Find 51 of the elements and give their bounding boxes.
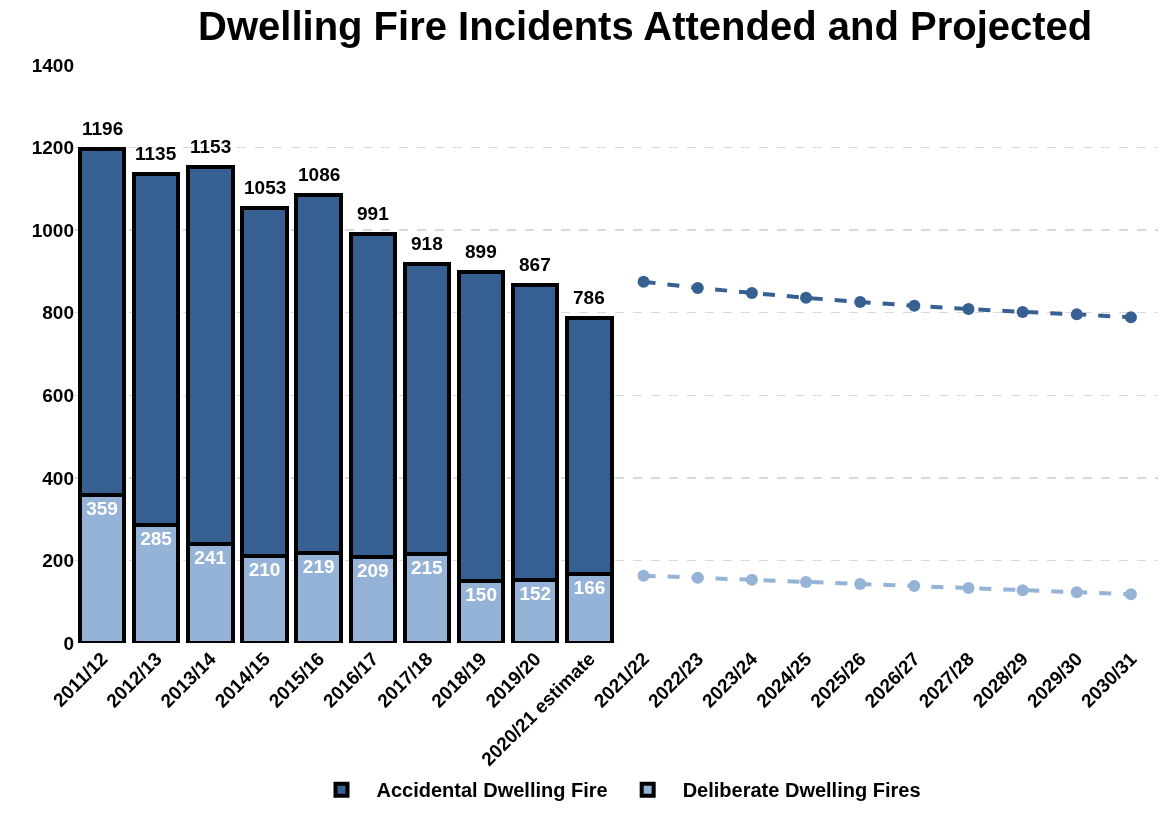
- y-tick-label: 200: [42, 550, 74, 572]
- point: [800, 575, 813, 588]
- point: [745, 573, 758, 586]
- y-tick-label: 1400: [31, 54, 74, 76]
- point: [962, 582, 975, 595]
- y-tick-label: 800: [42, 302, 74, 324]
- total-label: 991: [357, 203, 390, 224]
- total-label: 867: [519, 254, 551, 275]
- data-label: 215: [410, 557, 444, 579]
- total-label: 1153: [190, 136, 232, 157]
- data-label: 150: [465, 584, 497, 606]
- y-tick-label: 600: [42, 384, 74, 406]
- point: [637, 275, 650, 288]
- total-label: 1135: [135, 143, 177, 164]
- data-label: 209: [356, 559, 389, 581]
- point: [962, 303, 975, 315]
- point: [908, 580, 921, 593]
- point: [1016, 305, 1029, 318]
- total-label: 918: [411, 233, 443, 254]
- total-label: 786: [573, 287, 605, 308]
- point: [1124, 588, 1137, 601]
- y-tick-label: 1000: [31, 219, 74, 241]
- point: [854, 295, 867, 308]
- legend-label: Accidental Dwelling Fire: [376, 779, 608, 802]
- data-label: 241: [194, 546, 227, 568]
- data-label: 219: [302, 555, 335, 577]
- point: [637, 569, 650, 582]
- point: [1124, 311, 1137, 324]
- point: [1016, 584, 1029, 597]
- y-tick-label: 1200: [31, 137, 74, 159]
- data-label: 285: [140, 528, 173, 550]
- y-tick-label: 0: [63, 632, 74, 654]
- point: [800, 291, 813, 304]
- total-label: 1196: [82, 118, 124, 139]
- legend-label: Deliberate Dwelling Fires: [682, 779, 921, 802]
- total-label: 1053: [244, 177, 287, 198]
- data-label: 210: [248, 559, 281, 581]
- point: [908, 299, 921, 312]
- point: [854, 577, 867, 590]
- y-tick-label: 400: [42, 467, 74, 489]
- point: [745, 286, 758, 299]
- data-label: 152: [519, 583, 552, 605]
- total-label: 1086: [298, 164, 341, 185]
- data-label: 359: [86, 497, 118, 519]
- data-label: 166: [573, 577, 606, 599]
- point: [691, 281, 704, 294]
- point: [691, 571, 704, 584]
- chart-title: Dwelling Fire Incidents Attended and Projected: [198, 4, 1093, 49]
- total-label: 899: [465, 241, 497, 262]
- point: [1070, 586, 1083, 599]
- point: [1070, 308, 1083, 321]
